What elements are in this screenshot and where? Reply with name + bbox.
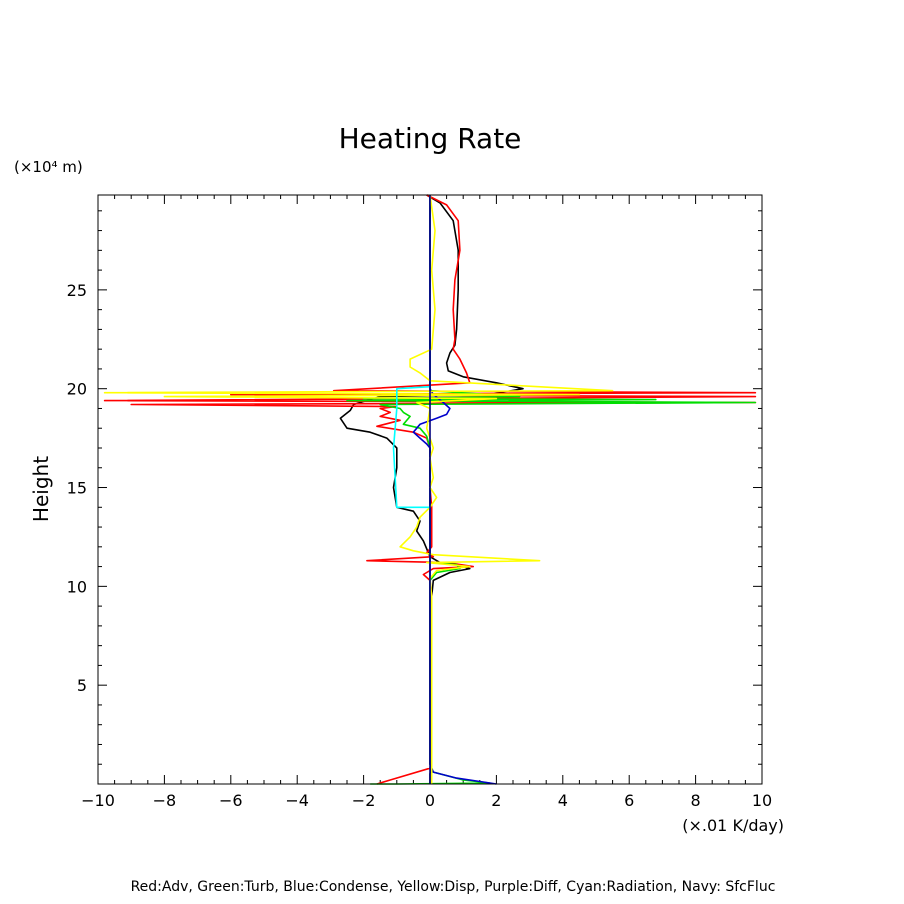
x-unit-label: (×.01 K/day) (682, 816, 784, 835)
legend-caption: Red:Adv, Green:Turb, Blue:Condense, Yell… (131, 879, 776, 895)
x-tick-label: −2 (352, 791, 376, 810)
x-tick-label: 8 (691, 791, 701, 810)
x-tick-label: −10 (81, 791, 115, 810)
x-tick-label: 0 (425, 791, 435, 810)
x-tick-label: 4 (558, 791, 568, 810)
x-tick-label: 2 (491, 791, 501, 810)
series-line-4 (412, 195, 497, 785)
series-layer (103, 194, 757, 785)
series-line-5 (103, 194, 614, 784)
series-line-6 (392, 385, 431, 509)
y-tick-label: 25 (67, 281, 87, 300)
axis-ticks: −10 −8 −6 −4 −2 0 2 4 6 8 10 5 10 15 20 25 (67, 195, 772, 810)
x-tick-label: −4 (285, 791, 309, 810)
y-tick-label: 20 (67, 380, 87, 399)
chart-title: Heating Rate (339, 122, 522, 155)
series-line-1 (339, 194, 524, 784)
x-tick-label: −8 (153, 791, 177, 810)
y-tick-label: 10 (67, 577, 87, 596)
y-tick-label: 15 (67, 479, 87, 498)
y-tick-label: 5 (77, 676, 87, 695)
y-axis-label: Height (29, 456, 53, 522)
x-tick-label: 10 (752, 791, 772, 810)
plot-frame (97, 194, 763, 785)
series-line-2 (103, 194, 757, 785)
y-unit-label: (×10⁴ m) (14, 158, 83, 176)
x-tick-label: 6 (624, 791, 634, 810)
x-tick-label: −6 (219, 791, 243, 810)
